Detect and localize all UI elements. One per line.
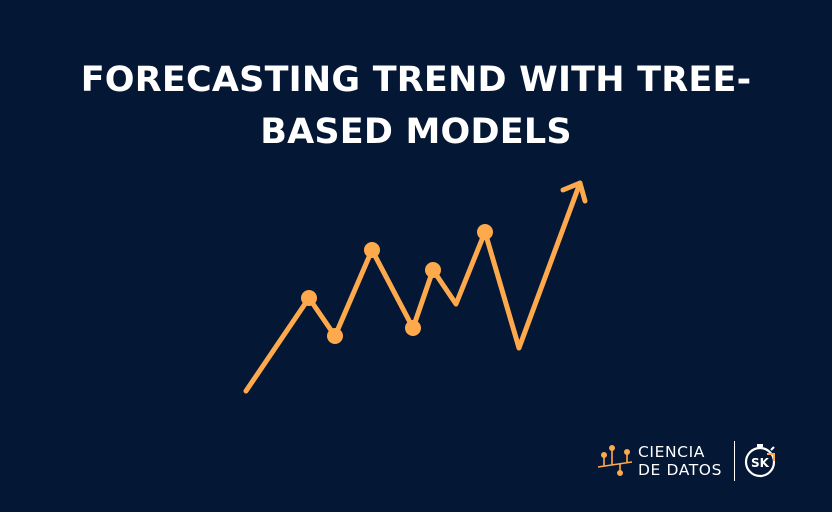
title-line-1: FORECASTING TREND WITH TREE- bbox=[80, 60, 752, 100]
logo-text-line-2: DE DATOS bbox=[638, 461, 723, 479]
trend-point bbox=[405, 320, 421, 336]
trend-point bbox=[301, 290, 317, 306]
trend-points bbox=[301, 224, 493, 344]
sk-badge-text: SK bbox=[751, 456, 770, 470]
trend-line bbox=[243, 180, 588, 394]
trend-point bbox=[477, 224, 493, 240]
page-title: FORECASTING TREND WITH TREE- BASED MODEL… bbox=[0, 54, 832, 158]
title-line-2: BASED MODELS bbox=[260, 112, 572, 152]
logo-text: CIENCIA DE DATOS bbox=[638, 443, 722, 479]
trend-point bbox=[425, 262, 441, 278]
trend-point bbox=[364, 242, 380, 258]
arrow-head bbox=[560, 180, 588, 204]
skforecast-logo-icon: SK bbox=[744, 444, 776, 478]
ciencia-de-datos-logo-icon bbox=[597, 445, 633, 476]
trend-point bbox=[327, 328, 343, 344]
logo-divider bbox=[734, 441, 735, 481]
logo-text-line-1: CIENCIA bbox=[638, 443, 705, 461]
